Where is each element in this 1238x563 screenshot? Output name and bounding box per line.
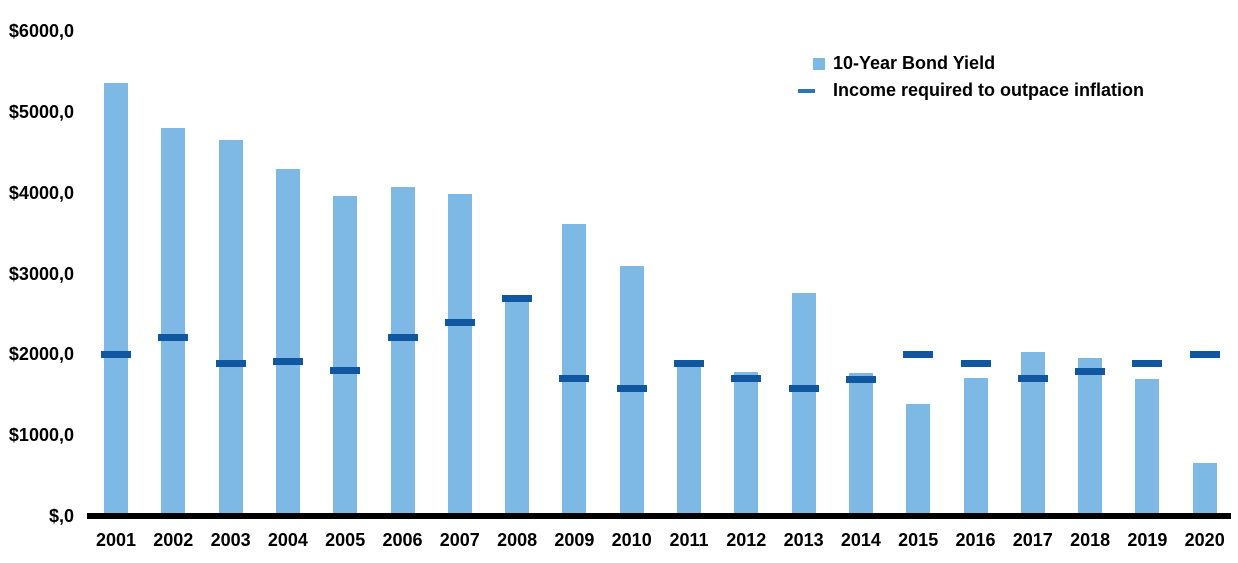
dash-2018 <box>1075 367 1106 375</box>
y-tick-label: $4000,0 <box>8 182 74 203</box>
dash-2007 <box>444 319 475 327</box>
y-tick-label: $6000,0 <box>8 21 74 42</box>
y-tick-label: $1000,0 <box>8 425 74 446</box>
x-tick-label: 2020 <box>1184 530 1225 550</box>
x-tick-label: 2018 <box>1070 530 1111 550</box>
dash-2008 <box>502 295 533 303</box>
dash-2019 <box>1132 359 1163 367</box>
y-tick-label: $,0 <box>48 506 74 526</box>
bar-2014 <box>848 372 873 516</box>
y-tick-label: $3000,0 <box>8 263 74 284</box>
x-tick-label: 2007 <box>439 530 480 550</box>
x-tick-label: 2009 <box>554 530 595 550</box>
legend-item-income-required: Income required to outpace inflation <box>798 77 1144 104</box>
dash-2001 <box>101 350 131 358</box>
dash-2003 <box>215 359 246 367</box>
x-tick-label: 2002 <box>153 530 194 550</box>
bar-2002 <box>161 128 186 516</box>
bar-2012 <box>734 372 759 516</box>
bar-series-marker-icon <box>813 57 825 70</box>
bar-2006 <box>390 187 415 516</box>
dash-2015 <box>903 350 934 358</box>
dash-2006 <box>387 333 418 341</box>
legend-label-bond-yield: 10-Year Bond Yield <box>833 53 996 73</box>
bar-2005 <box>333 196 358 516</box>
bar-2016 <box>963 377 988 516</box>
x-tick-label: 2019 <box>1127 530 1168 550</box>
legend-item-bond-yield: 10-Year Bond Yield <box>798 50 1144 77</box>
x-tick-label: 2006 <box>382 530 423 550</box>
x-tick-label: 2013 <box>783 530 824 550</box>
dash-series-marker-icon <box>798 88 815 93</box>
x-tick-label: 2015 <box>898 530 939 550</box>
bar-2004 <box>275 168 300 516</box>
x-tick-label: 2008 <box>497 530 538 550</box>
dash-2004 <box>272 358 303 366</box>
bar-2018 <box>1078 358 1103 516</box>
x-axis-line <box>87 513 1231 519</box>
x-tick-label: 2014 <box>840 530 881 550</box>
x-tick-label: 2005 <box>325 530 366 550</box>
dash-2011 <box>674 359 704 367</box>
bar-2008 <box>505 301 530 516</box>
dash-2012 <box>731 375 762 383</box>
bar-2020 <box>1192 462 1217 516</box>
bar-2019 <box>1135 378 1160 516</box>
bar-2013 <box>791 292 816 516</box>
legend-label-income-required: Income required to outpace inflation <box>833 80 1145 100</box>
dash-2010 <box>616 384 647 392</box>
bar-2001 <box>104 82 128 516</box>
x-tick-label: 2001 <box>95 530 137 550</box>
bar-2007 <box>447 193 472 516</box>
bar-2009 <box>562 223 587 516</box>
y-tick-label: $5000,0 <box>8 102 74 122</box>
y-tick-label: $2000,0 <box>8 344 74 365</box>
x-tick-label: 2010 <box>611 530 652 550</box>
dash-2017 <box>1017 375 1048 383</box>
x-tick-label: 2012 <box>726 530 767 550</box>
dash-2009 <box>559 375 590 383</box>
dash-2013 <box>788 384 819 392</box>
x-tick-label: 2011 <box>669 530 709 550</box>
dash-2014 <box>845 375 876 383</box>
dash-2005 <box>330 367 361 375</box>
dash-2016 <box>960 359 991 367</box>
x-tick-label: 2003 <box>210 530 251 550</box>
bar-2011 <box>677 364 701 516</box>
x-tick-label: 2004 <box>267 530 308 550</box>
x-tick-label: 2017 <box>1012 530 1053 550</box>
bar-2015 <box>906 404 931 516</box>
x-tick-label: 2016 <box>955 530 996 550</box>
dash-2002 <box>158 333 189 341</box>
bar-2003 <box>218 140 243 516</box>
legend: 10-Year Bond Yield Income required to ou… <box>798 50 1144 104</box>
dash-2020 <box>1189 350 1220 358</box>
